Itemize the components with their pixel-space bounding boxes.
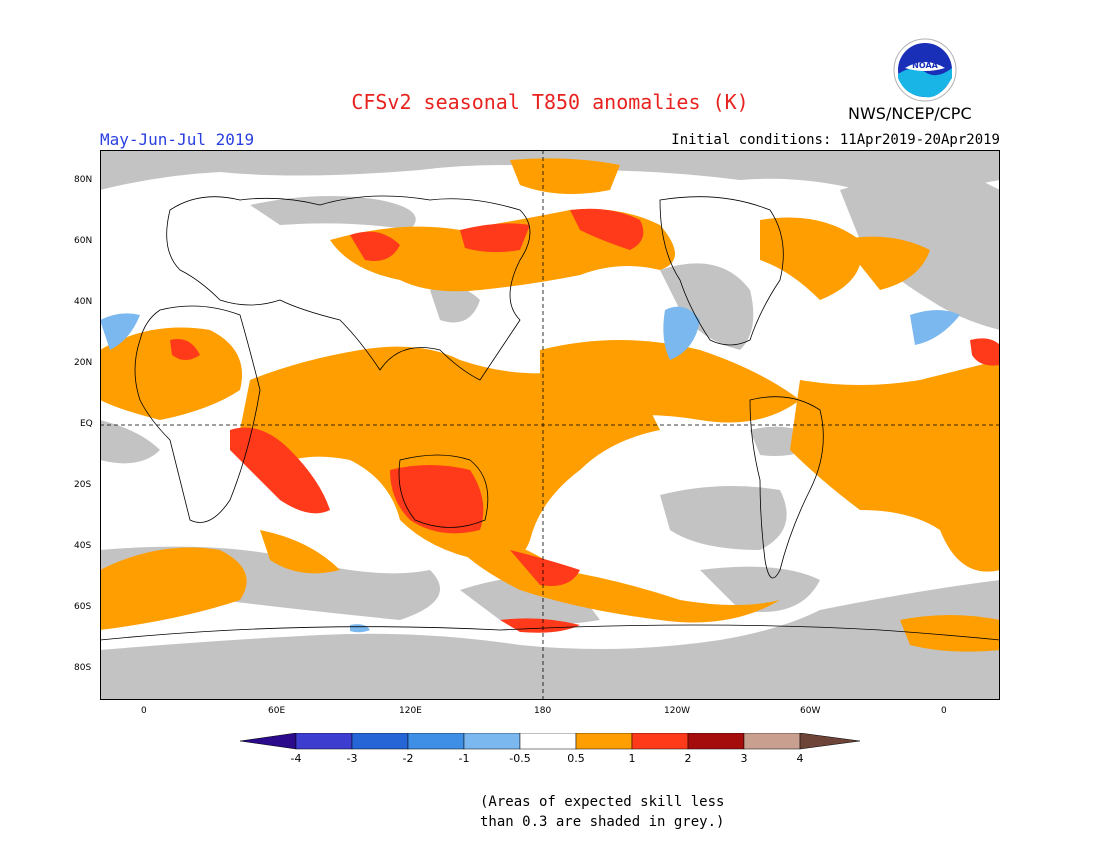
skill-note-line2: than 0.3 are shaded in grey.) <box>480 814 725 830</box>
noaa-logo-icon: NOAA <box>893 38 957 102</box>
cool-anomaly-areas <box>100 306 960 633</box>
colorbar-segment <box>519 733 577 750</box>
colorbar-segment-min <box>240 733 297 750</box>
colorbar-segment <box>463 733 521 750</box>
anomaly-map <box>100 150 1000 700</box>
coastlines <box>100 195 1000 641</box>
colorbar-label: 1 <box>628 752 636 765</box>
lat-label-60s: 60S <box>74 602 92 612</box>
colorbar-label: -1 <box>458 752 470 765</box>
colorbar-segment <box>407 733 465 750</box>
colorbar-segment <box>743 733 801 750</box>
colorbar-label: -4 <box>290 752 302 765</box>
colorbar-segment <box>295 733 353 750</box>
colorbar-segment <box>351 733 409 750</box>
lon-label-180: 180 <box>534 706 552 716</box>
lon-label-0-west: 0 <box>141 706 147 716</box>
colorbar-label: -0.5 <box>509 752 531 765</box>
lat-label-40n: 40N <box>74 297 93 307</box>
lat-label-60n: 60N <box>74 236 93 246</box>
colorbar-segment-max <box>799 733 860 750</box>
colorbar <box>240 733 860 750</box>
skill-note: (Areas of expected skill less than 0.3 a… <box>480 792 724 832</box>
low-skill-areas <box>100 150 1000 700</box>
colorbar-segment <box>687 733 745 750</box>
colorbar-label: 2 <box>684 752 692 765</box>
colorbar-label: -3 <box>346 752 358 765</box>
colorbar-segment <box>575 733 633 750</box>
lat-label-20s: 20S <box>74 480 92 490</box>
svg-text:NOAA: NOAA <box>912 61 938 70</box>
strong-warm-anomaly-areas <box>170 208 1000 633</box>
lon-label-120e: 120E <box>399 706 422 716</box>
lat-label-40s: 40S <box>74 541 92 551</box>
lat-label-eq: EQ <box>80 419 93 429</box>
colorbar-label: 0.5 <box>567 752 585 765</box>
colorbar-label: 4 <box>796 752 804 765</box>
colorbar-label: 3 <box>740 752 748 765</box>
lon-label-60e: 60E <box>268 706 286 716</box>
skill-note-line1: (Areas of expected skill less <box>480 794 725 810</box>
lon-label-0-east: 0 <box>941 706 947 716</box>
lat-label-20n: 20N <box>74 358 93 368</box>
season-label: May-Jun-Jul 2019 <box>100 130 255 149</box>
lat-label-80n: 80N <box>74 175 93 185</box>
initial-conditions-label: Initial conditions: 11Apr2019-20Apr2019 <box>671 132 1000 148</box>
colorbar-label: -2 <box>402 752 414 765</box>
map-title: CFSv2 seasonal T850 anomalies (K) <box>351 90 749 114</box>
lat-label-80s: 80S <box>74 663 92 673</box>
agency-label: NWS/NCEP/CPC <box>848 104 972 123</box>
lon-label-60w: 60W <box>800 706 821 716</box>
colorbar-segment <box>631 733 689 750</box>
lon-label-120w: 120W <box>664 706 691 716</box>
